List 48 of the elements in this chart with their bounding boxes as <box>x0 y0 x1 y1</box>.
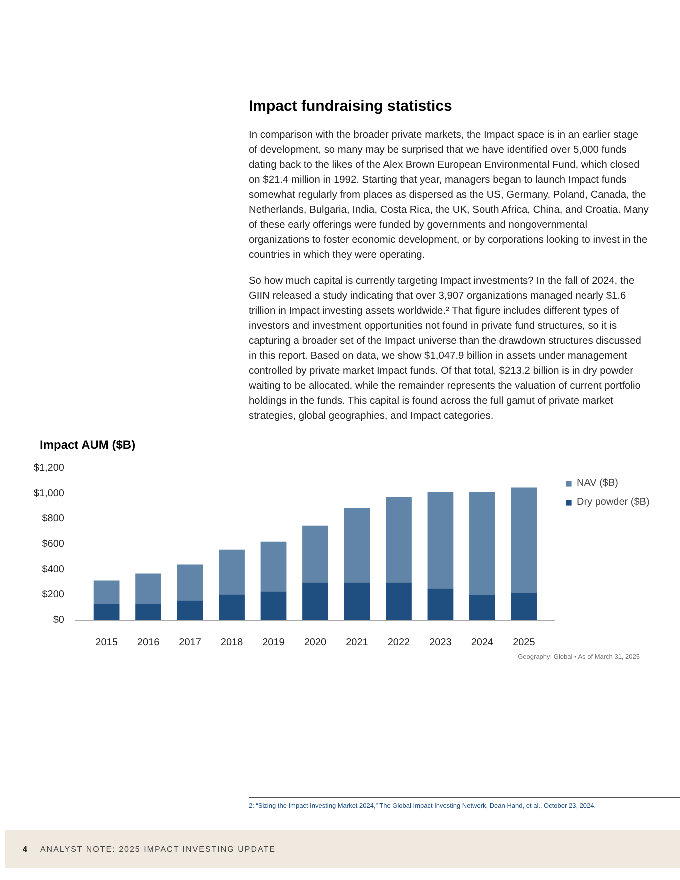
x-tick-label: 2022 <box>388 637 411 648</box>
bar <box>136 604 162 620</box>
bar <box>260 591 287 620</box>
bar <box>470 595 496 620</box>
y-tick-label: $400 <box>42 564 65 575</box>
x-tick-label: 2023 <box>430 637 452 648</box>
chart-title: Impact AUM ($B) <box>40 437 136 454</box>
bar <box>428 588 454 620</box>
x-tick-label: 2024 <box>471 637 494 648</box>
x-tick-label: 2021 <box>346 637 369 648</box>
bar <box>511 487 538 594</box>
bar <box>344 508 370 582</box>
y-tick-label: $1,200 <box>34 462 65 474</box>
bar <box>219 549 245 594</box>
bar <box>219 594 245 620</box>
legend-label: Dry powder ($B) <box>577 496 650 508</box>
x-tick-label: 2019 <box>262 637 286 648</box>
bar <box>177 600 204 620</box>
bar <box>470 492 496 596</box>
bar <box>386 582 412 620</box>
legend-label: NAV ($B) <box>577 478 618 489</box>
x-tick-label: 2017 <box>179 637 202 648</box>
x-tick-label: 2018 <box>220 637 244 648</box>
bar <box>177 564 204 600</box>
text: ANALYST NOTE: 2025 IMPACT INVESTING UPDATE <box>40 845 276 854</box>
y-tick-label: $600 <box>42 538 65 550</box>
bar <box>386 496 412 582</box>
x-tick-label: 2020 <box>304 637 328 648</box>
text: 4 <box>23 845 28 854</box>
y-tick-label: $0 <box>53 614 65 626</box>
bar <box>260 541 287 592</box>
x-tick-label: 2025 <box>513 637 536 648</box>
bar <box>136 573 162 604</box>
y-tick-label: $200 <box>42 589 65 600</box>
bar <box>302 582 328 620</box>
y-tick-label: $1,000 <box>34 488 65 499</box>
x-tick-label: 2016 <box>137 637 160 648</box>
bar <box>94 604 120 620</box>
y-tick-label: $800 <box>42 513 65 524</box>
bar <box>94 580 120 604</box>
bar <box>511 593 538 620</box>
bar <box>302 525 328 582</box>
bar <box>428 492 454 588</box>
x-tick-label: 2015 <box>96 637 118 648</box>
text: Impact fundraising statistics <box>249 97 452 117</box>
bar <box>344 582 370 620</box>
text: So how much capital is currently targeting Impact investments? In the fall of 2024, the GIIN released a study indicating that over 3,907 organizations managed nearly $1.6 trillion in Impact investing assets worldwide.² That figure includes different types of investors and investment opportunities not found in private fund structures, so it is capturing a broader set of the Impact universe than the drawdown structures discussed in this report. Based on data, we show $1,047.9 billion in assets under management controlled by private market Impact funds. Of that total, $213.2 billion is in dry powder waiting to be allocated, while the remainder represents the valuation of current portfolio holdings in the funds. This capital is found across the full gamut of private market strategies, global geographies, and Impact categories. <box>249 276 642 422</box>
text: In comparison with the broader private markets, the Impact space is in an earlier stage of development, so many may be surprised that we have identified over 5,000 funds dating back to the likes of the Alex Brown European Environmental Fund, which closed on $21.4 million in 1992. Starting that year, managers began to launch Impact funds somewhat regularly from places as dispersed as the US, Germany, Poland, Canada, the Netherlands, Bulgaria, India, Costa Rica, the UK, South Africa, China, and Croatia. Many of these early offerings were funded by governments and nongovernmental organizations to foster economic development, or by corporations looking to invest in the countries in which they were operating. <box>249 130 649 262</box>
